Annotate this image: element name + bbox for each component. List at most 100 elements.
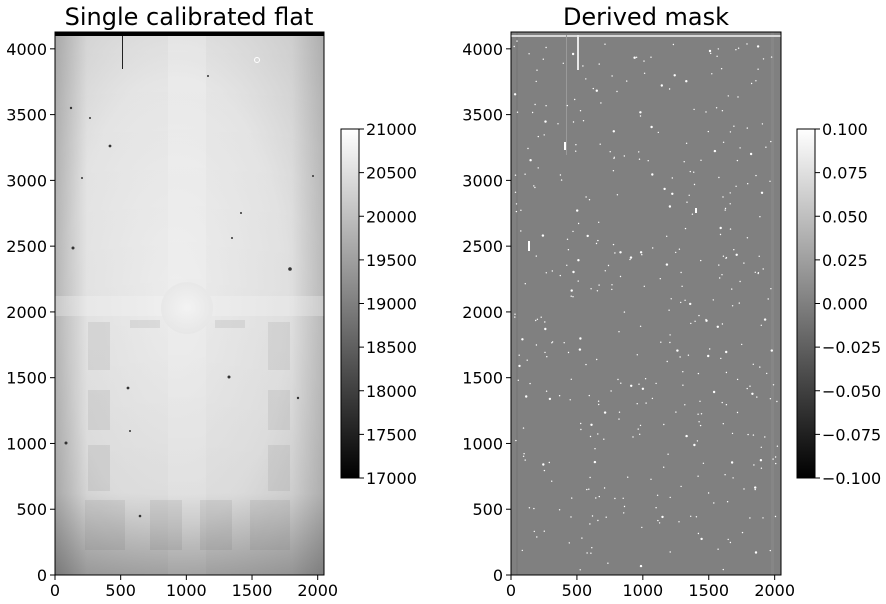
mask-defect-pixel <box>735 185 737 187</box>
mask-y-tick-label: 3500 <box>462 106 503 125</box>
mask-defect-pixel <box>585 78 587 80</box>
mask-defect-pixel <box>722 568 724 571</box>
mask-defect-pixel <box>636 354 638 356</box>
mask-colorbar-tick-label: −0.050 <box>822 382 881 401</box>
mask-defect-pixel <box>709 348 711 350</box>
mask-defect-pixel <box>598 63 600 65</box>
mask-defect-pixel <box>597 519 599 522</box>
mask-defect-pixel <box>717 548 719 550</box>
mask-defect-pixel <box>521 338 524 341</box>
mask-defect-pixel <box>727 95 729 97</box>
mask-defect-pixel <box>641 254 643 256</box>
mask-defect-pixel <box>522 427 525 429</box>
mask-defect-pixel <box>680 271 682 274</box>
mask-defect-pixel <box>689 170 691 173</box>
mask-defect-pixel <box>579 569 581 571</box>
mask-defect-pixel <box>528 507 531 509</box>
flat-x-tick-label: 500 <box>105 581 136 600</box>
mask-defect-pixel <box>569 399 571 401</box>
mask-defect-pixel <box>616 194 619 196</box>
mask-defect-pixel <box>543 530 545 532</box>
mask-defect-pixel <box>693 171 695 173</box>
mask-defect-pixel <box>582 65 584 67</box>
mask-defect-pixel <box>551 480 553 482</box>
mask-defect-pixel <box>670 298 672 300</box>
mask-defect-pixel <box>752 434 755 436</box>
mask-defect-pixel <box>514 174 517 176</box>
mask-defect-pixel <box>697 413 699 415</box>
mask-defect-pixel <box>758 255 760 257</box>
flat-x-tick-label: 1500 <box>232 581 273 600</box>
mask-defect-pixel <box>586 488 588 491</box>
mask-defect-pixel <box>611 284 613 286</box>
mask-defect-pixel <box>535 319 537 322</box>
mask-defect-pixel <box>712 390 716 394</box>
mask-y-axis: 0 500 1000 1500 2000 2500 3000 3500 4000 <box>462 40 511 585</box>
mask-defect-pixel <box>666 360 668 363</box>
mask-defect-pixel <box>610 390 612 392</box>
mask-defect-pixel <box>633 56 636 59</box>
flat-colorbar-tick-label: 17500 <box>366 425 417 444</box>
mask-defect-pixel <box>545 46 547 49</box>
flat-colorbar-tick-label: 18500 <box>366 338 417 357</box>
flat-y-tick-label: 1500 <box>6 369 47 388</box>
mask-defect-pixel <box>544 351 546 354</box>
flat-x-tick-label: 0 <box>50 581 60 600</box>
mask-defect-pixel <box>729 541 732 544</box>
mask-defect-pixel <box>764 436 766 438</box>
mask-defect-pixel <box>739 280 741 283</box>
mask-defect-pixel <box>548 461 550 464</box>
mask-defect-pixel <box>657 131 659 134</box>
mask-defect-pixel <box>582 120 585 122</box>
mask-defect-pixel <box>719 277 721 279</box>
mask-defect-pixel <box>702 462 705 464</box>
mask-defect-pixel <box>576 209 579 212</box>
mask-defect-pixel <box>603 487 606 489</box>
mask-defect-pixel <box>690 322 692 325</box>
mask-defect-pixel <box>725 404 728 406</box>
mask-defect-pixel <box>558 395 561 397</box>
mask-defect-pixel <box>630 384 633 387</box>
mask-defect-pixel <box>731 288 733 290</box>
mask-defect-pixel <box>699 424 702 427</box>
mask-defect-pixel <box>623 311 626 313</box>
mask-defect-pixel <box>684 404 686 406</box>
mask-defect-pixel <box>725 257 727 259</box>
mask-defect-pixel <box>717 48 719 50</box>
mask-defect-pixel <box>756 396 758 398</box>
mask-defect-pixel <box>535 344 538 346</box>
mask-defect-pixel <box>681 285 683 287</box>
mask-defect-pixel <box>623 505 626 508</box>
mask-defect-pixel <box>585 196 587 198</box>
mask-defect-pixel <box>750 82 753 85</box>
mask-defect-pixel <box>755 80 757 82</box>
mask-defect-pixel <box>724 209 726 211</box>
mask-defect-pixel <box>595 242 598 245</box>
mask-defect-pixel <box>707 492 710 494</box>
mask-defect-pixel <box>525 395 528 398</box>
flat-y-axis: 0 500 1000 1500 2000 2500 3000 3500 4000 <box>6 40 55 585</box>
mask-defect-pixel <box>613 157 615 160</box>
mask-defect-pixel <box>514 316 516 318</box>
mask-defect-pixel <box>650 125 653 129</box>
mask-defect-pixel <box>636 403 638 405</box>
mask-defect-pixel <box>671 192 674 195</box>
mask-defect-pixel <box>620 382 622 384</box>
mask-defect-pixel <box>772 458 774 460</box>
mask-defect-pixel <box>518 364 521 368</box>
mask-colorbar-tick-label: −0.100 <box>822 469 881 488</box>
mask-defect-pixel <box>639 433 641 435</box>
mask-defect-pixel <box>514 191 517 193</box>
mask-defect-pixel <box>755 174 757 177</box>
mask-defect-pixel <box>590 288 592 290</box>
mask-defect-pixel <box>774 456 777 458</box>
mask-defect-pixel <box>513 45 515 48</box>
mask-defect-pixel <box>743 488 745 490</box>
mask-defect-pixel <box>675 411 677 413</box>
mask-defect-pixel <box>560 179 563 181</box>
mask-defect-pixel <box>770 349 773 352</box>
mask-defect-pixel <box>660 84 663 87</box>
mask-defect-pixel <box>559 274 561 277</box>
mask-defect-pixel <box>607 562 609 564</box>
mask-defect-pixel <box>650 478 652 480</box>
